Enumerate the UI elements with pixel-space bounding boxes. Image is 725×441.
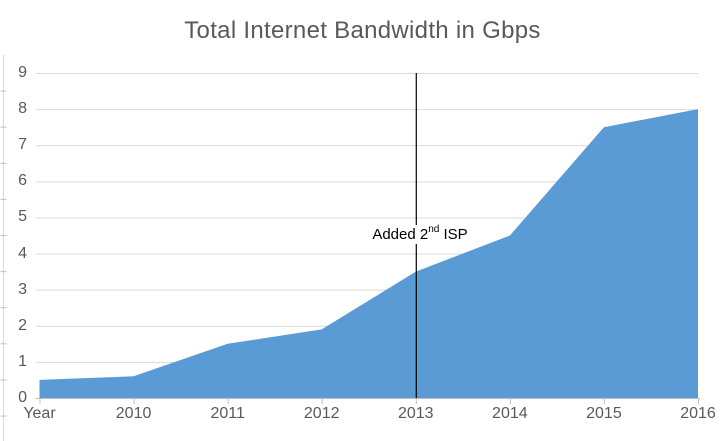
annotation-text-superscript: nd <box>428 224 440 235</box>
y-tick-label-9: 9 <box>18 64 27 81</box>
x-tick-label-2010: 2010 <box>115 405 152 422</box>
x-tick-label-2015: 2015 <box>586 405 622 422</box>
x-tick-label-2013: 2013 <box>397 405 434 422</box>
y-tick-label-6: 6 <box>18 172 27 190</box>
x-tick-label-2011: 2011 <box>210 405 245 422</box>
y-tick-label-8: 8 <box>18 100 27 118</box>
annotation-text-suffix: ISP <box>439 226 468 243</box>
y-tick-label-3: 3 <box>18 280 27 298</box>
bandwidth-area-series <box>39 109 698 398</box>
y-tick-label-1: 1 <box>18 352 27 370</box>
y-tick-label-2: 2 <box>18 316 27 334</box>
chart-title: Total Internet Bandwidth in Gbps <box>184 17 541 44</box>
annotation-added-2nd-isp: Added 2nd ISP <box>369 224 471 244</box>
x-tick-label-2012: 2012 <box>303 405 340 422</box>
x-tick-label-year: Year <box>23 405 56 422</box>
x-tick-label-2016: 2016 <box>680 405 716 422</box>
y-tick-label-4: 4 <box>18 244 27 262</box>
y-tick-label-5: 5 <box>18 208 27 226</box>
annotation-text-prefix: Added 2 <box>372 226 429 243</box>
x-tick-label-2014: 2014 <box>492 405 528 422</box>
y-tick-label-0: 0 <box>18 389 27 406</box>
y-tick-label-7: 7 <box>18 136 27 154</box>
